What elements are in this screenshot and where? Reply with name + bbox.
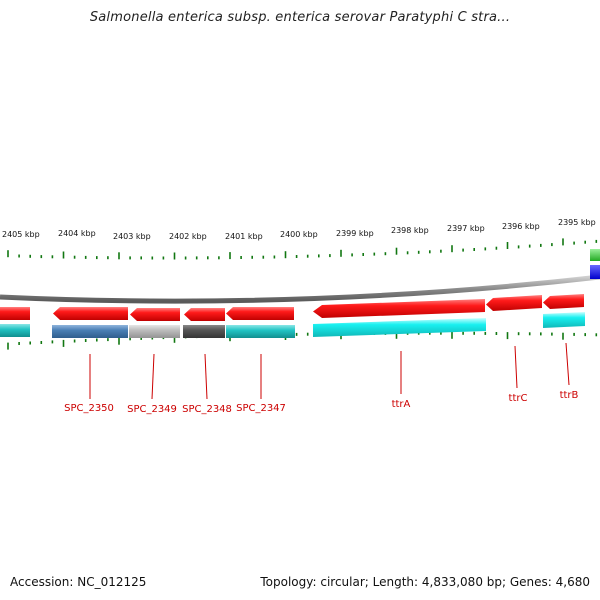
cds-arrow[interactable] bbox=[226, 307, 294, 320]
leader-line bbox=[151, 353, 155, 400]
cog-block[interactable] bbox=[183, 325, 225, 338]
gene-label-ttrc[interactable]: ttrC bbox=[509, 393, 528, 404]
cds-arrow-ttrA[interactable] bbox=[313, 299, 485, 318]
leader-line bbox=[204, 353, 208, 400]
accession-text: Accession: NC_012125 bbox=[10, 575, 147, 589]
scale-label: 2398 kbp bbox=[391, 226, 429, 235]
cog-block[interactable] bbox=[129, 325, 180, 338]
cds-arrow[interactable] bbox=[184, 308, 225, 321]
feature-green[interactable] bbox=[590, 249, 600, 261]
gene-label-spc-2348[interactable]: SPC_2348 bbox=[182, 404, 232, 415]
cds-arrow-ttrB[interactable] bbox=[543, 294, 584, 309]
scale-label: 2395 kbp bbox=[558, 218, 596, 227]
leader-line bbox=[514, 345, 518, 389]
scale-label: 2405 kbp bbox=[2, 230, 40, 239]
cog-block-ttrA[interactable] bbox=[313, 318, 486, 337]
scale-label: 2403 kbp bbox=[113, 232, 151, 241]
scale-label: 2402 kbp bbox=[169, 232, 207, 241]
gene-label-ttrb[interactable]: ttrB bbox=[560, 390, 579, 401]
gene-label-ttra[interactable]: ttrA bbox=[392, 399, 411, 410]
label-leaders bbox=[89, 342, 570, 400]
cds-arrow-ttrC[interactable] bbox=[486, 295, 542, 311]
scale-label: 2396 kbp bbox=[502, 222, 540, 231]
scale-labels: 2405 kbp 2404 kbp 2403 kbp 2402 kbp 2401… bbox=[2, 218, 596, 241]
scale-label: 2399 kbp bbox=[336, 229, 374, 238]
cog-blocks bbox=[0, 312, 585, 338]
gene-labels: SPC_2350 SPC_2349 SPC_2348 SPC_2347 ttrA… bbox=[64, 390, 578, 415]
forward-strand-genes bbox=[0, 294, 584, 321]
cds-arrow[interactable] bbox=[53, 307, 128, 320]
cog-block[interactable] bbox=[52, 325, 128, 338]
cog-block[interactable] bbox=[226, 325, 295, 338]
feature-blue[interactable] bbox=[590, 265, 600, 279]
scale-label: 2397 kbp bbox=[447, 224, 485, 233]
cds-arrow[interactable] bbox=[0, 307, 30, 320]
leader-line bbox=[565, 342, 570, 386]
topology-text: Topology: circular; Length: 4,833,080 bp… bbox=[260, 575, 590, 589]
gene-label-spc-2350[interactable]: SPC_2350 bbox=[64, 403, 114, 414]
scale-label: 2404 kbp bbox=[58, 229, 96, 238]
gene-label-spc-2347[interactable]: SPC_2347 bbox=[236, 403, 286, 414]
scale-ticks-outer bbox=[7, 238, 598, 260]
genome-backbone bbox=[0, 274, 600, 304]
cog-block-ttrB[interactable] bbox=[543, 312, 585, 328]
cog-block[interactable] bbox=[0, 324, 30, 337]
gene-label-spc-2349[interactable]: SPC_2349 bbox=[127, 404, 177, 415]
scale-label: 2400 kbp bbox=[280, 230, 318, 239]
map-title: Salmonella enterica subsp. enterica sero… bbox=[89, 10, 511, 25]
cds-arrow[interactable] bbox=[130, 308, 180, 321]
scale-label: 2401 kbp bbox=[225, 232, 263, 241]
